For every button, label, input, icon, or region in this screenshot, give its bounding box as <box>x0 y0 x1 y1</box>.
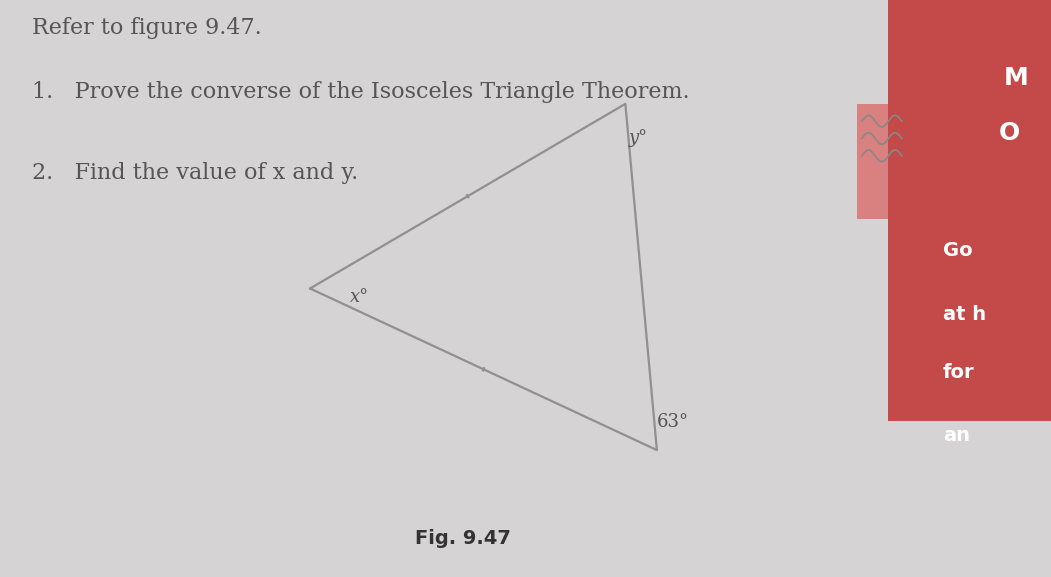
Text: 1.   Prove the converse of the Isosceles Triangle Theorem.: 1. Prove the converse of the Isosceles T… <box>32 81 689 103</box>
Text: Fig. 9.47: Fig. 9.47 <box>414 529 511 548</box>
FancyBboxPatch shape <box>888 0 1051 421</box>
Text: 2.   Find the value of x and y.: 2. Find the value of x and y. <box>32 162 357 183</box>
Text: M: M <box>1004 66 1029 90</box>
Text: at h: at h <box>943 305 986 324</box>
FancyBboxPatch shape <box>857 104 1051 219</box>
Text: Go: Go <box>943 242 972 260</box>
Text: O: O <box>998 121 1019 145</box>
Text: 63°: 63° <box>657 413 689 432</box>
Text: y°: y° <box>628 129 647 148</box>
Text: x°: x° <box>350 288 369 306</box>
Text: Refer to figure 9.47.: Refer to figure 9.47. <box>32 17 262 39</box>
Text: an: an <box>943 426 970 445</box>
Text: for: for <box>943 363 974 381</box>
